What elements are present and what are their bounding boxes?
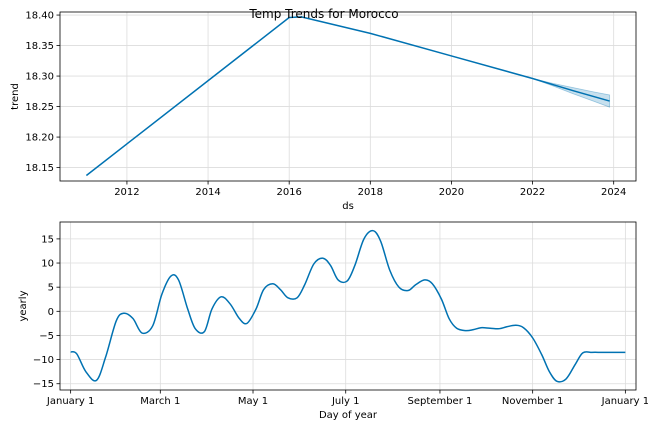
x-tick-label: January 1 (601, 396, 648, 407)
y-tick-label: 15 (41, 234, 54, 245)
chart-panel-1: 2012 2014 2016 2018 2020 2022 2024 18.15 18.20 18… (10, 11, 637, 212)
x-tick-label: March 1 (140, 396, 180, 407)
y-tick-label: 18.20 (25, 133, 54, 144)
y-tick-label: −15 (33, 379, 54, 390)
x-axis-label: ds (342, 201, 354, 212)
x-tick-label: 2016 (276, 187, 301, 198)
x-tick-label: July 1 (331, 396, 360, 407)
x-tick-label: January 1 (46, 396, 94, 407)
y-tick-label: −10 (33, 355, 54, 366)
y-tick-label: 18.25 (25, 102, 54, 113)
y-tick-label: 0 (48, 307, 54, 318)
chart-title: Temp Trends for Morocco (249, 7, 399, 21)
x-axis-label: Day of year (319, 410, 378, 421)
plot-frame (59, 221, 637, 391)
x-tick-label: 2012 (114, 187, 139, 198)
y-tick-label: −5 (39, 331, 54, 342)
y-tick-label: 18.35 (25, 41, 54, 52)
uncertainty-band (532, 78, 611, 108)
x-tick-label: May 1 (238, 396, 268, 407)
y-tick-label: 10 (41, 259, 54, 270)
y-tick-label: 5 (48, 283, 54, 294)
x-tick-label: 2014 (195, 187, 220, 198)
plot-frame (59, 11, 637, 182)
x-tick-label: September 1 (408, 396, 473, 407)
x-tick-label: 2024 (601, 187, 626, 198)
x-tick-label: 2022 (520, 187, 545, 198)
y-tick-label: 18.30 (25, 72, 54, 83)
y-tick-label: 18.15 (25, 163, 54, 174)
series-line-1 (85, 16, 610, 177)
y-axis-label: trend (10, 83, 21, 110)
x-tick-label: 2018 (358, 187, 383, 198)
chart-panel-2: January 1 March 1 May 1 July 1 September 1 No… (18, 221, 648, 421)
series-line-1 (70, 229, 626, 383)
x-tick-label: November 1 (502, 396, 564, 407)
y-tick-label: 18.40 (25, 11, 54, 22)
x-tick-label: 2020 (439, 187, 464, 198)
y-axis-label: yearly (18, 290, 29, 321)
